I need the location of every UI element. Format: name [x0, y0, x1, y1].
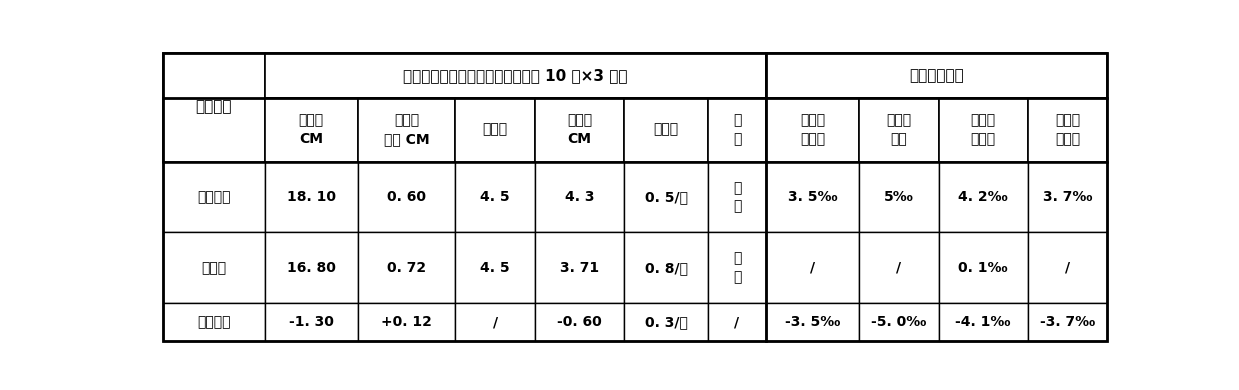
- Bar: [709, 161, 766, 232]
- Bar: [265, 232, 358, 303]
- Text: 4. 3: 4. 3: [565, 190, 595, 204]
- Text: 0. 60: 0. 60: [387, 190, 426, 204]
- Bar: [535, 98, 624, 161]
- Text: 3. 7‰: 3. 7‰: [1043, 190, 1093, 204]
- Bar: [265, 161, 358, 232]
- Bar: [1027, 232, 1108, 303]
- Bar: [766, 161, 859, 232]
- Bar: [455, 98, 535, 161]
- Bar: [162, 53, 265, 161]
- Text: -1. 30: -1. 30: [289, 315, 333, 329]
- Text: 苗均高
CM: 苗均高 CM: [299, 113, 323, 146]
- Bar: [455, 232, 535, 303]
- Bar: [535, 232, 624, 303]
- Bar: [162, 303, 265, 341]
- Bar: [1027, 161, 1108, 232]
- Bar: [1027, 303, 1108, 341]
- Text: -0. 60: -0. 60: [558, 315, 602, 329]
- Text: -3. 5‰: -3. 5‰: [784, 315, 840, 329]
- Bar: [535, 303, 624, 341]
- Text: 叶斑病
发病率: 叶斑病 发病率: [970, 113, 996, 146]
- Bar: [859, 303, 939, 341]
- Text: 营养育苗: 营养育苗: [197, 190, 230, 204]
- Bar: [766, 232, 859, 303]
- Text: 4. 2‰: 4. 2‰: [958, 190, 1009, 204]
- Text: -3. 7‰: -3. 7‰: [1040, 315, 1095, 329]
- Text: 16. 80: 16. 80: [286, 261, 336, 275]
- Bar: [265, 303, 358, 341]
- Bar: [455, 161, 535, 232]
- Text: 4. 5: 4. 5: [481, 261, 510, 275]
- Text: 3. 71: 3. 71: [560, 261, 600, 275]
- Bar: [939, 303, 1027, 341]
- Text: 4. 5: 4. 5: [481, 190, 510, 204]
- Bar: [162, 161, 265, 232]
- Text: 0. 1‰: 0. 1‰: [959, 261, 1009, 275]
- Text: 0. 3/株: 0. 3/株: [644, 315, 688, 329]
- Text: 育苗方式: 育苗方式: [196, 100, 232, 115]
- Bar: [535, 161, 624, 232]
- Text: 3. 5‰: 3. 5‰: [788, 190, 838, 204]
- Text: 蚜螨危
害率: 蚜螨危 害率: [886, 113, 912, 146]
- Text: 浓
绿: 浓 绿: [732, 252, 741, 284]
- Bar: [939, 161, 1027, 232]
- Bar: [939, 98, 1027, 161]
- Text: 两者比较: 两者比较: [197, 315, 230, 329]
- Text: 病虫危害比较: 病虫危害比较: [909, 68, 964, 83]
- Bar: [624, 303, 709, 341]
- Text: /: /: [1066, 261, 1070, 275]
- Text: 浓
绿: 浓 绿: [732, 181, 741, 213]
- Bar: [939, 232, 1027, 303]
- Bar: [358, 98, 455, 161]
- Bar: [766, 303, 859, 341]
- Text: -4. 1‰: -4. 1‰: [955, 315, 1011, 329]
- Text: 色
泽: 色 泽: [732, 113, 741, 146]
- Text: 菊苗素质调查（随机取样，样本数 10 株×3 次）: 菊苗素质调查（随机取样，样本数 10 株×3 次）: [403, 68, 627, 83]
- Text: /: /: [896, 261, 902, 275]
- Bar: [859, 161, 939, 232]
- Bar: [859, 232, 939, 303]
- Bar: [766, 53, 1108, 98]
- Text: 叶间距
CM: 叶间距 CM: [567, 113, 592, 146]
- Text: -5. 0‰: -5. 0‰: [871, 315, 927, 329]
- Text: 0. 5/株: 0. 5/株: [644, 190, 688, 204]
- Bar: [455, 303, 535, 341]
- Text: 地面径
平均 CM: 地面径 平均 CM: [384, 113, 430, 146]
- Text: +0. 12: +0. 12: [382, 315, 432, 329]
- Bar: [624, 98, 709, 161]
- Text: 0. 8/株: 0. 8/株: [644, 261, 688, 275]
- Bar: [624, 161, 709, 232]
- Bar: [624, 232, 709, 303]
- Text: /: /: [493, 315, 498, 329]
- Bar: [709, 303, 766, 341]
- Bar: [358, 161, 455, 232]
- Text: 地老虎
危害率: 地老虎 危害率: [800, 113, 825, 146]
- Text: 本发明: 本发明: [201, 261, 227, 275]
- Text: 猝倒病
发病率: 猝倒病 发病率: [1054, 113, 1080, 146]
- Bar: [709, 98, 766, 161]
- Text: 0. 72: 0. 72: [387, 261, 426, 275]
- Text: 18. 10: 18. 10: [286, 190, 336, 204]
- Text: /: /: [810, 261, 815, 275]
- Bar: [358, 303, 455, 341]
- Bar: [1027, 98, 1108, 161]
- Text: 分枝数: 分枝数: [653, 122, 679, 136]
- Bar: [358, 232, 455, 303]
- Bar: [859, 98, 939, 161]
- Text: 叶对数: 叶对数: [483, 122, 508, 136]
- Bar: [265, 53, 766, 98]
- Text: /: /: [735, 315, 740, 329]
- Bar: [162, 232, 265, 303]
- Bar: [766, 98, 859, 161]
- Text: 5‰: 5‰: [883, 190, 914, 204]
- Bar: [709, 232, 766, 303]
- Bar: [265, 98, 358, 161]
